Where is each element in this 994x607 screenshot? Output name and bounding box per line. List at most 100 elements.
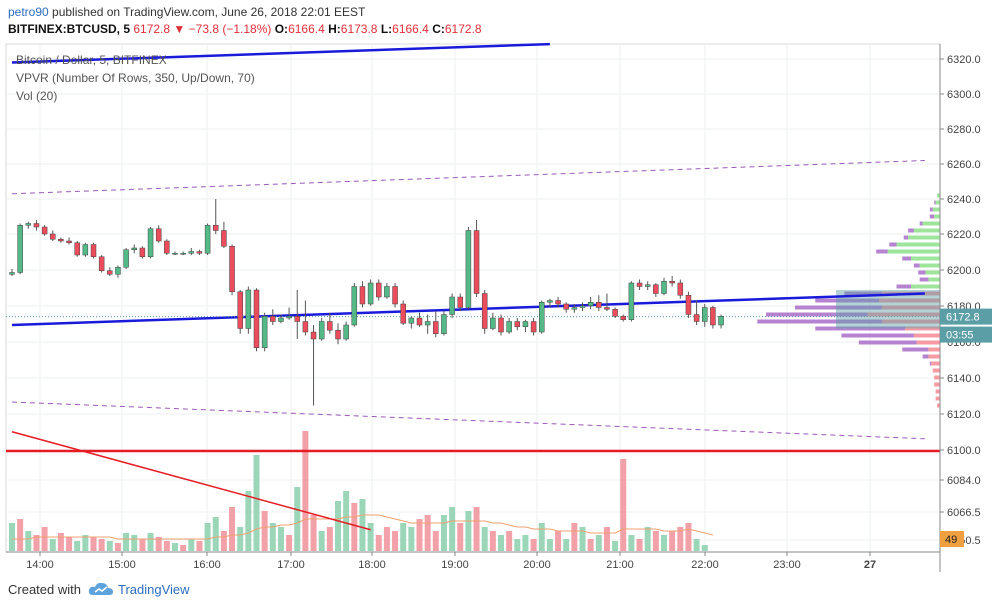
volume-bar <box>66 537 73 551</box>
vpvr-up-row <box>841 333 914 338</box>
vpvr-down-row <box>908 235 940 240</box>
volume-bar <box>603 527 610 551</box>
candle-body <box>107 270 113 275</box>
volume-bar <box>106 541 113 551</box>
volume-bar <box>571 523 578 551</box>
volume-bar <box>335 501 341 551</box>
volume-bar <box>155 537 162 551</box>
candle-body <box>229 246 235 292</box>
volume-bar <box>172 543 178 551</box>
volume-ma-line <box>12 514 714 540</box>
vpvr-up-row <box>908 228 914 233</box>
candle-body <box>335 330 341 340</box>
price-tick-label: 6300.0 <box>947 89 981 101</box>
candle-body <box>604 307 610 310</box>
volume-bar <box>269 523 276 551</box>
volume-bar <box>139 539 146 551</box>
volume-bar <box>310 515 317 551</box>
volume-bar <box>400 523 407 551</box>
volume-bar <box>375 535 382 551</box>
candle-body <box>587 302 594 306</box>
vpvr-down-row <box>913 333 940 338</box>
last-price-tag: 6172.8 <box>946 312 980 324</box>
vpvr-down-row <box>937 403 940 408</box>
volume-bar <box>343 491 350 551</box>
high-label: H: <box>328 22 341 36</box>
candle-body <box>612 309 618 317</box>
last-price: 6172.8 <box>133 22 171 36</box>
candle-body <box>563 303 569 310</box>
vpvr-down-row <box>913 228 940 233</box>
volume-bar <box>440 515 447 551</box>
candle-body <box>628 282 635 320</box>
publish-info: petro90 published on TradingView.com, Ju… <box>8 5 365 19</box>
volume-bar <box>457 523 464 551</box>
vpvr-down-row <box>916 340 940 345</box>
volume-bar <box>644 527 651 551</box>
vpvr-down-row <box>935 389 940 394</box>
candle-body <box>261 316 268 348</box>
candle-body <box>343 324 349 340</box>
volume-bar <box>188 539 195 551</box>
volume-bar <box>90 537 97 551</box>
candle-body <box>172 253 178 255</box>
candle-body <box>457 296 463 308</box>
volume-bar <box>636 539 643 551</box>
vpvr-up-row <box>929 361 932 366</box>
volume-bar <box>359 499 366 551</box>
vpvr-up-row <box>918 270 926 275</box>
volume-bar <box>277 527 284 551</box>
time-tick-label: 14:00 <box>26 559 54 571</box>
volume-bar <box>367 523 374 551</box>
volume-bar <box>57 533 64 551</box>
tradingview-link[interactable]: TradingView <box>118 582 190 597</box>
vpvr-up-row <box>902 347 929 352</box>
vpvr-up-row <box>876 249 888 254</box>
candle-body <box>245 289 252 329</box>
vpvr-down-row <box>882 319 940 324</box>
volume-bar <box>196 541 203 551</box>
candle-body <box>539 302 545 333</box>
series-legend[interactable]: Bitcoin / Dollar, 5, BITFINEX <box>16 53 167 67</box>
tradingview-cloud-icon <box>88 582 113 595</box>
price-tick-label: 6220.0 <box>947 229 981 241</box>
candle-body <box>514 321 521 327</box>
vpvr-legend[interactable]: VPVR (Number Of Rows, 350, Up/Down, 70) <box>16 71 255 85</box>
countdown-tag-bg <box>940 326 992 343</box>
volume-bar <box>677 527 684 551</box>
candle-body <box>74 242 80 256</box>
candle-body <box>164 240 170 254</box>
candle-body <box>58 239 64 242</box>
volume-bar <box>33 535 40 551</box>
volume-bar <box>538 523 545 551</box>
candle-body <box>449 296 455 315</box>
volume-bar <box>17 519 24 551</box>
candle-body <box>9 272 15 275</box>
candle-body <box>433 321 439 334</box>
price-tick-label: 6240.0 <box>947 194 981 206</box>
candlesticks <box>9 199 724 406</box>
price-tick-label: 6120.0 <box>947 409 981 421</box>
vpvr-up-row <box>766 312 868 317</box>
footer: Created with TradingView <box>0 573 994 607</box>
time-tick-label: 19:00 <box>441 559 469 571</box>
volume-bar <box>286 535 293 551</box>
vpvr-down-row <box>928 347 940 352</box>
candle-body <box>522 321 529 327</box>
vpvr-up-row <box>929 214 935 219</box>
volume-legend[interactable]: Vol (20) <box>16 89 58 103</box>
vpvr-down-row <box>928 277 940 282</box>
candle-body <box>384 286 390 298</box>
volume-bar <box>506 531 513 551</box>
last-price-tag-bg <box>940 308 992 325</box>
price-tick-label: 6100.0 <box>947 445 981 457</box>
volume-bar <box>302 431 309 551</box>
volume-bar <box>318 531 325 551</box>
volume-bar <box>212 517 219 551</box>
candle-body <box>424 321 431 326</box>
author-name[interactable]: petro90 <box>8 5 49 19</box>
axes: 6320.0 6300.0 6280.0 6260.0 6240.0 6220.0 6200… <box>6 44 994 572</box>
candle-body <box>270 316 276 322</box>
volume-bar <box>261 511 268 551</box>
